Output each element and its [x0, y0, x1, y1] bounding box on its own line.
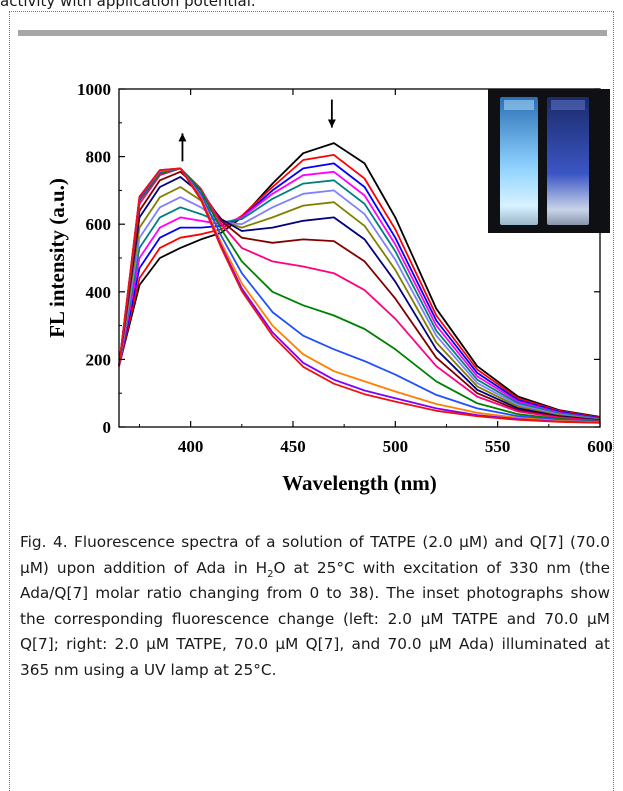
series-line-1 [118, 142, 601, 418]
series-line-15 [118, 167, 601, 424]
page-top-text: activity with application potential. [0, 0, 256, 10]
series-line-8 [118, 176, 601, 422]
y-tick-label: 200 [86, 350, 112, 369]
caption-part1: Fig. 4. Fluorescence spectra of a soluti… [20, 533, 610, 577]
series-line-3 [118, 162, 601, 420]
figure-frame [9, 11, 614, 791]
x-tick-label: 600 [587, 437, 613, 456]
x-tick-label: 550 [485, 437, 511, 456]
up-arrow-icon [178, 133, 187, 142]
figure-caption: Fig. 4. Fluorescence spectra of a soluti… [20, 530, 610, 684]
inset-photograph [488, 89, 610, 233]
x-tick-label: 450 [280, 437, 306, 456]
series-line-5 [118, 179, 601, 420]
series-line-9 [118, 170, 601, 422]
fluorescence-chart: 400 450 500 550 600 0 200 400 600 800 1000 Waveleng… [45, 80, 613, 495]
x-axis-label: Wavelength (nm) [282, 471, 437, 495]
y-tick-label: 400 [86, 283, 112, 302]
left-cuvette [500, 97, 538, 225]
y-axis-label: FL intensity (a.u.) [45, 178, 69, 338]
y-tick-label: 800 [86, 148, 112, 167]
figure-divider [18, 30, 607, 36]
series-line-7 [118, 186, 601, 421]
y-tick-label: 0 [103, 418, 112, 437]
x-tick-label: 400 [178, 437, 204, 456]
x-tick-label: 500 [383, 437, 409, 456]
series-line-4 [118, 170, 601, 420]
down-arrow-icon [327, 119, 336, 128]
series-line-2 [118, 154, 601, 419]
right-cuvette [547, 97, 589, 225]
caption-subscript: 2 [267, 568, 274, 580]
series-line-6 [118, 189, 601, 421]
caption-part2: O at 25°C with excitation of 330 nm (the… [20, 558, 610, 679]
y-tick-label: 600 [86, 215, 112, 234]
y-tick-label: 1000 [77, 80, 111, 99]
